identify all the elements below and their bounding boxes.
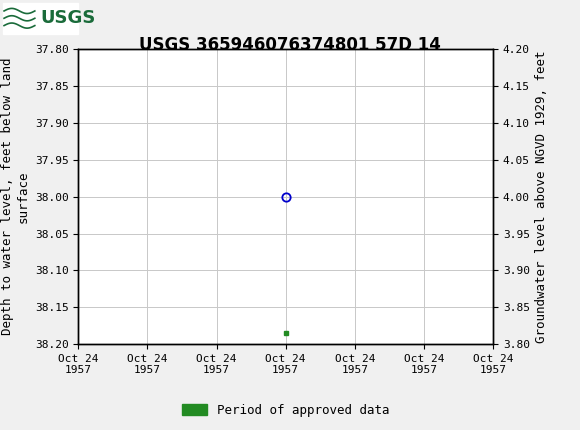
Text: USGS 365946076374801 57D 14: USGS 365946076374801 57D 14	[139, 36, 441, 54]
Legend: Period of approved data: Period of approved data	[177, 399, 394, 422]
Y-axis label: Depth to water level, feet below land
surface: Depth to water level, feet below land su…	[1, 58, 29, 335]
Y-axis label: Groundwater level above NGVD 1929, feet: Groundwater level above NGVD 1929, feet	[535, 50, 548, 343]
FancyBboxPatch shape	[3, 3, 78, 34]
Text: USGS: USGS	[41, 9, 96, 27]
